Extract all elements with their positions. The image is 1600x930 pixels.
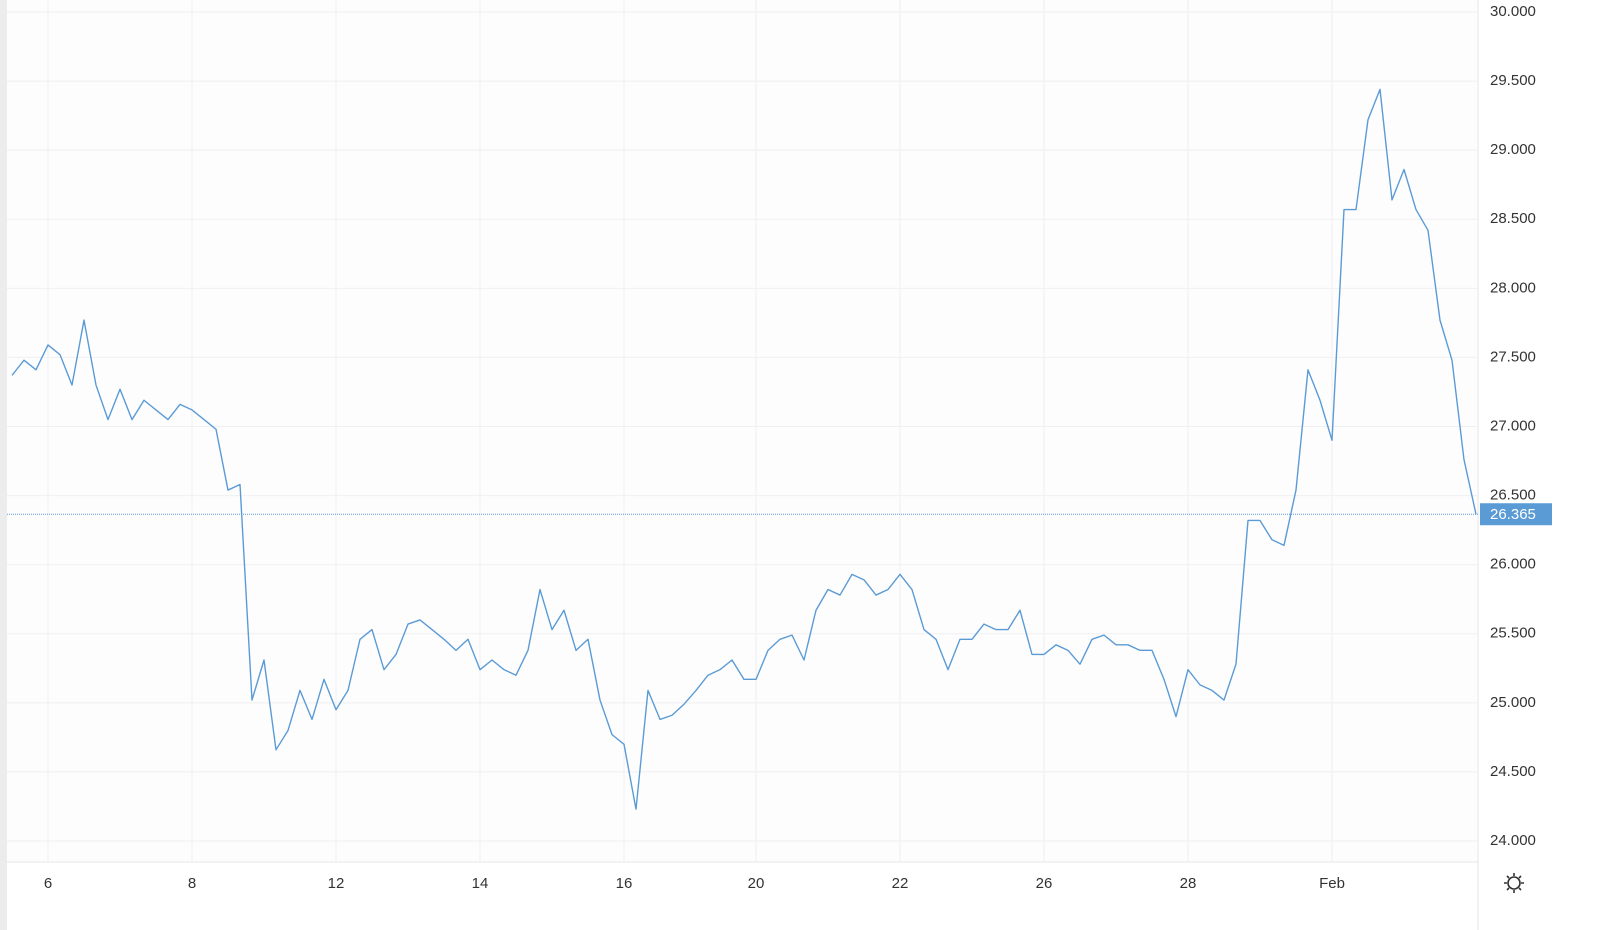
x-tick-label: 20 [748,875,765,892]
x-tick-label: 8 [188,875,196,892]
x-tick-label: 26 [1036,875,1053,892]
last-price-box [1480,503,1552,526]
settings-icon[interactable] [1504,873,1524,893]
y-tick-label: 27.000 [1490,417,1536,434]
y-tick-label: 28.500 [1490,210,1536,227]
left-strip [0,0,7,930]
y-tick-label: 26.000 [1490,556,1536,573]
y-tick-label: 29.500 [1490,72,1536,89]
y-tick-label: 24.500 [1490,763,1536,780]
x-tick-label: 14 [472,875,489,892]
y-tick-label: 27.500 [1490,348,1536,365]
y-tick-label: 25.500 [1490,625,1536,642]
last-price-label: 26.365 [1490,506,1536,523]
x-tick-label: Feb [1319,875,1345,892]
y-tick-label: 28.000 [1490,279,1536,296]
x-tick-label: 28 [1180,875,1197,892]
y-tick-label: 30.000 [1490,3,1536,20]
x-tick-label: 22 [892,875,909,892]
plot-area [7,0,1478,862]
x-tick-label: 12 [328,875,345,892]
y-tick-label: 26.500 [1490,487,1536,504]
x-tick-label: 16 [616,875,633,892]
y-tick-label: 25.000 [1490,694,1536,711]
y-tick-label: 24.000 [1490,832,1536,849]
y-tick-label: 29.000 [1490,141,1536,158]
price-line [11,88,1477,810]
x-tick-label: 6 [44,875,52,892]
